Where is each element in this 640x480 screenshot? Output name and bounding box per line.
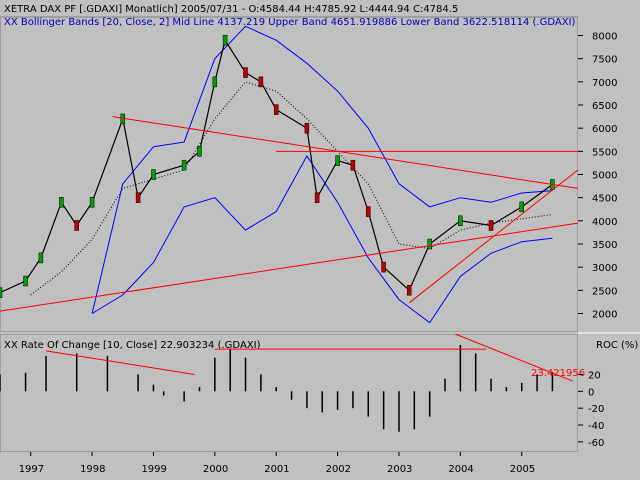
price-axis-label: 8000 — [592, 32, 617, 43]
price-candle — [135, 192, 141, 203]
roc-axis-label: -40 — [588, 421, 604, 432]
x-axis-label: 1998 — [80, 464, 105, 475]
axes-layer: 2000 2500 3000 3500 4000 4500 5000 5500 6000 6500… — [19, 32, 618, 475]
roc-legend: XX Rate Of Change [10, Close] 22.903234 … — [4, 340, 261, 351]
price-axis-label: 7000 — [592, 78, 617, 89]
x-axis-label: 2005 — [510, 464, 535, 475]
right-axis-area — [578, 17, 640, 452]
price-candle — [427, 238, 432, 250]
price-panel[interactable] — [0, 16, 579, 333]
price-candle — [0, 287, 3, 298]
price-candle — [197, 146, 202, 157]
price-axis-label: 4500 — [592, 194, 617, 205]
bollinger-legend: XX Bollinger Bands [20, Close, 2] Mid Li… — [4, 17, 576, 28]
price-candle — [74, 220, 79, 231]
price-candle — [89, 197, 95, 208]
price-axis-label: 2000 — [592, 309, 617, 320]
price-axis-label: 3500 — [592, 240, 617, 251]
price-axis-label: 6000 — [592, 124, 617, 135]
x-axis-label: 1997 — [19, 464, 44, 475]
chart-title: XETRA DAX PF [.GDAXI] Monatlich] 2005/07… — [4, 4, 458, 15]
price-candle — [335, 155, 340, 166]
price-candle — [458, 215, 463, 227]
roc-trendline — [455, 333, 574, 382]
roc-value-annotation: 23.421956 — [531, 368, 585, 379]
price-candle — [258, 76, 264, 88]
price-candle — [181, 159, 187, 171]
price-line — [0, 38, 553, 294]
price-candle — [406, 285, 412, 296]
x-axis-label: 2001 — [264, 464, 289, 475]
price-candle — [304, 122, 310, 134]
price-trendline — [0, 222, 579, 312]
price-axis-label: 3000 — [592, 263, 617, 274]
price-candle — [350, 159, 356, 171]
price-axis-label: 6500 — [592, 101, 617, 112]
price-candle — [23, 275, 28, 287]
roc-layer: 23.421956 — [0, 333, 585, 432]
roc-panel[interactable] — [0, 333, 579, 453]
roc-axis-label: -20 — [588, 404, 604, 415]
price-candle — [59, 197, 64, 208]
price-trendline — [408, 169, 579, 304]
roc-axis-title: ROC (%) — [596, 340, 638, 351]
x-axis-label: 2000 — [203, 464, 228, 475]
price-candle — [314, 192, 320, 203]
bollinger-mid-line — [30, 81, 553, 296]
price-candle — [366, 206, 371, 217]
price-axis-label: 4000 — [592, 217, 617, 228]
price-candle — [488, 220, 494, 231]
price-candle — [212, 76, 218, 88]
bollinger-lower-line — [91, 155, 553, 324]
price-axis-label: 7500 — [592, 55, 617, 66]
price-candle — [519, 201, 524, 213]
price-candle — [243, 67, 248, 78]
price-axis-label: 2500 — [592, 286, 617, 297]
price-axis-label: 5000 — [592, 171, 617, 182]
roc-axis-label: 0 — [588, 387, 594, 398]
price-layer — [0, 25, 579, 324]
price-candle — [381, 261, 386, 273]
price-candle — [151, 169, 156, 180]
price-trendline — [112, 116, 579, 189]
roc-axis-label: 20 — [588, 370, 601, 381]
price-candle — [273, 104, 279, 115]
bollinger-upper-line — [91, 25, 553, 314]
price-candle — [38, 252, 44, 264]
x-axis-label: 2002 — [326, 464, 351, 475]
roc-axis-label: -60 — [588, 438, 604, 449]
x-axis-label: 2004 — [448, 464, 473, 475]
roc-trendline — [45, 350, 195, 375]
price-axis-label: 5500 — [592, 147, 617, 158]
x-axis-label: 1999 — [141, 464, 166, 475]
x-axis-label: 2003 — [387, 464, 412, 475]
price-candle — [222, 34, 228, 46]
bottom-axis-area — [0, 452, 640, 480]
